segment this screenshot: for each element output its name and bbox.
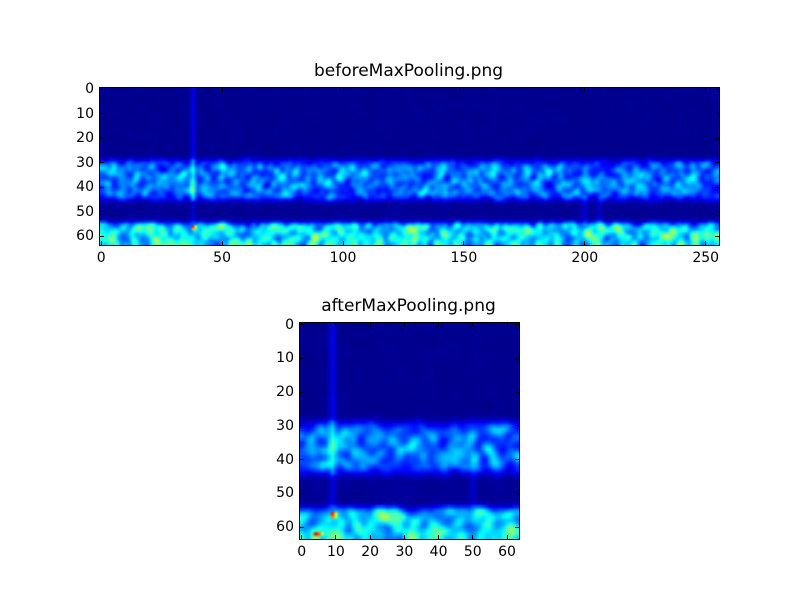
x-tick-label: 250 (692, 250, 720, 266)
y-tick-label: 0 (85, 81, 94, 98)
plot-title-before: beforeMaxPooling.png (313, 61, 504, 81)
x-tick-mark (221, 88, 223, 92)
y-tick-mark (100, 137, 104, 139)
x-tick-mark (705, 241, 707, 245)
y-tick-label: 30 (276, 417, 294, 434)
x-tick-label: 30 (395, 544, 414, 560)
y-tick-mark (715, 186, 719, 188)
x-tick-label: 50 (463, 544, 482, 560)
y-tick-label: 60 (276, 519, 294, 536)
x-tick-mark (463, 88, 465, 92)
y-tick-mark (300, 357, 304, 359)
plot-after-axes (299, 322, 520, 540)
y-tick-mark (100, 88, 104, 90)
x-tick-label: 10 (327, 544, 345, 560)
x-tick-mark (438, 535, 440, 539)
y-tick-mark (715, 113, 719, 115)
y-tick-mark (100, 162, 104, 164)
y-tick-label: 10 (76, 105, 94, 122)
y-tick-mark (300, 324, 304, 326)
x-tick-mark (584, 241, 586, 245)
y-tick-label: 50 (276, 485, 294, 502)
x-tick-label: 200 (571, 250, 599, 266)
y-tick-mark (300, 459, 304, 461)
x-tick-mark (335, 535, 337, 539)
y-tick-mark (300, 425, 304, 427)
y-tick-mark (300, 391, 304, 393)
y-tick-mark (515, 357, 519, 359)
y-tick-mark (100, 211, 104, 213)
y-tick-mark (100, 186, 104, 188)
y-tick-label: 10 (276, 350, 294, 367)
y-tick-label: 20 (76, 130, 94, 147)
x-tick-mark (403, 323, 405, 327)
y-tick-mark (515, 391, 519, 393)
x-tick-label: 0 (96, 250, 106, 266)
y-tick-mark (515, 492, 519, 494)
y-tick-label: 0 (285, 316, 294, 333)
y-tick-mark (300, 492, 304, 494)
y-tick-mark (715, 235, 719, 237)
x-tick-mark (369, 323, 371, 327)
x-tick-mark (301, 535, 303, 539)
plot-title-after: afterMaxPooling.png (321, 296, 496, 316)
x-tick-label: 0 (297, 544, 307, 560)
x-tick-mark (100, 241, 102, 245)
x-tick-mark (369, 535, 371, 539)
plot-before-axes (99, 87, 720, 246)
y-tick-label: 20 (276, 384, 294, 401)
y-tick-mark (715, 137, 719, 139)
y-tick-mark (100, 113, 104, 115)
y-tick-mark (715, 88, 719, 90)
y-tick-mark (515, 526, 519, 528)
x-tick-label: 40 (429, 544, 448, 560)
x-tick-mark (705, 88, 707, 92)
x-tick-mark (506, 535, 508, 539)
x-tick-label: 20 (361, 544, 380, 560)
x-tick-mark (438, 323, 440, 327)
x-tick-label: 50 (213, 250, 231, 266)
y-tick-mark (515, 425, 519, 427)
y-tick-label: 30 (76, 154, 94, 171)
x-tick-mark (403, 535, 405, 539)
x-tick-mark (221, 241, 223, 245)
y-tick-mark (715, 162, 719, 164)
x-tick-mark (472, 535, 474, 539)
x-tick-mark (100, 88, 102, 92)
x-tick-label: 100 (329, 250, 357, 266)
y-tick-mark (515, 324, 519, 326)
y-tick-label: 60 (76, 228, 94, 245)
x-tick-mark (342, 88, 344, 92)
x-tick-mark (472, 323, 474, 327)
spectrogram-after-image (300, 323, 519, 539)
y-tick-label: 50 (76, 203, 94, 220)
y-tick-label: 40 (76, 179, 94, 196)
y-tick-mark (100, 235, 104, 237)
x-tick-label: 150 (450, 250, 478, 266)
spectrogram-before-image (100, 88, 719, 245)
y-tick-mark (515, 459, 519, 461)
x-tick-mark (335, 323, 337, 327)
x-tick-mark (342, 241, 344, 245)
x-tick-mark (584, 88, 586, 92)
y-tick-label: 40 (276, 451, 294, 468)
x-tick-mark (463, 241, 465, 245)
x-tick-label: 60 (498, 544, 516, 560)
x-tick-mark (506, 323, 508, 327)
y-tick-mark (715, 211, 719, 213)
y-tick-mark (300, 526, 304, 528)
